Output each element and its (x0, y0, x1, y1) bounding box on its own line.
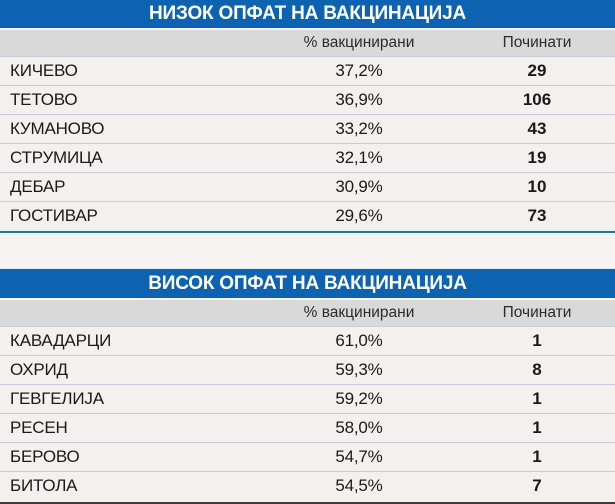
deaths-cell: 10 (527, 177, 547, 196)
table-row: ГЕВГЕЛИЈА 59,2% 1 (0, 384, 615, 413)
deaths-cell: 73 (527, 206, 547, 225)
deaths-cell: 106 (522, 90, 552, 109)
vaccinated-cell: 54,7% (335, 447, 383, 466)
vaccinated-column-header: % вакцинирани (303, 304, 415, 321)
table-high-coverage: ВИСОК ОПФАТ НА ВАКЦИНАЦИЈА % вакцинирани… (0, 268, 615, 500)
table-row: ДЕБАР 30,9% 10 (0, 172, 615, 201)
deaths-cell: 1 (532, 389, 542, 408)
table-row: ТЕТОВО 36,9% 106 (0, 85, 615, 114)
city-cell: КИЧЕВО (10, 61, 78, 80)
table-row: РЕСЕН 58,0% 1 (0, 413, 615, 442)
deaths-column-header: Починати (502, 304, 572, 321)
table-row: СТРУМИЦА 32,1% 19 (0, 143, 615, 172)
column-header-row: % вакцинирани Починати (0, 28, 615, 56)
table-low-coverage: НИЗОК ОПФАТ НА ВАКЦИНАЦИЈА % вакцинирани… (0, 0, 615, 230)
vaccinated-cell: 30,9% (335, 177, 383, 196)
table-title: НИЗОК ОПФАТ НА ВАКЦИНАЦИЈА (0, 0, 615, 28)
city-cell: КАВАДАРЦИ (10, 331, 112, 350)
deaths-cell: 7 (532, 476, 542, 495)
vaccinated-cell: 37,2% (335, 61, 383, 80)
table-row: КУМАНОВО 33,2% 43 (0, 114, 615, 143)
deaths-column-header: Починати (502, 34, 572, 51)
table-bottom-divider (0, 230, 615, 233)
table-row: БИТОЛА 54,5% 7 (0, 471, 615, 500)
city-cell: БИТОЛА (10, 476, 78, 495)
deaths-cell: 1 (532, 447, 542, 466)
deaths-cell: 8 (532, 360, 542, 379)
city-cell: ДЕБАР (10, 177, 66, 196)
deaths-cell: 19 (527, 148, 547, 167)
city-cell: СТРУМИЦА (10, 148, 103, 167)
vaccinated-cell: 54,5% (335, 476, 383, 495)
city-cell: КУМАНОВО (10, 119, 105, 138)
vaccinated-column-header: % вакцинирани (303, 34, 415, 51)
city-cell: ГЕВГЕЛИЈА (10, 389, 104, 408)
city-cell: РЕСЕН (10, 418, 68, 437)
deaths-cell: 1 (532, 418, 542, 437)
vaccinated-cell: 58,0% (335, 418, 383, 437)
deaths-cell: 29 (527, 61, 547, 80)
table-row: БЕРОВО 54,7% 1 (0, 442, 615, 471)
city-cell: ОХРИД (10, 360, 68, 379)
vaccinated-cell: 33,2% (335, 119, 383, 138)
table-row: КИЧЕВО 37,2% 29 (0, 56, 615, 85)
vaccinated-cell: 59,2% (335, 389, 383, 408)
vaccinated-cell: 61,0% (335, 331, 383, 350)
table-title: ВИСОК ОПФАТ НА ВАКЦИНАЦИЈА (0, 268, 615, 298)
city-cell: ГОСТИВАР (10, 206, 98, 225)
city-cell: ТЕТОВО (10, 90, 78, 109)
column-header-row: % вакцинирани Починати (0, 298, 615, 326)
city-cell: БЕРОВО (10, 447, 80, 466)
bottom-edge-strip (0, 500, 615, 504)
vaccinated-cell: 29,6% (335, 206, 383, 225)
vaccinated-cell: 36,9% (335, 90, 383, 109)
table-row: ОХРИД 59,3% 8 (0, 355, 615, 384)
deaths-cell: 1 (532, 331, 542, 350)
vaccinated-cell: 59,3% (335, 360, 383, 379)
deaths-cell: 43 (527, 119, 547, 138)
table-row: ГОСТИВАР 29,6% 73 (0, 201, 615, 230)
section-gap (0, 233, 615, 268)
vaccinated-cell: 32,1% (335, 148, 383, 167)
table-row: КАВАДАРЦИ 61,0% 1 (0, 326, 615, 355)
